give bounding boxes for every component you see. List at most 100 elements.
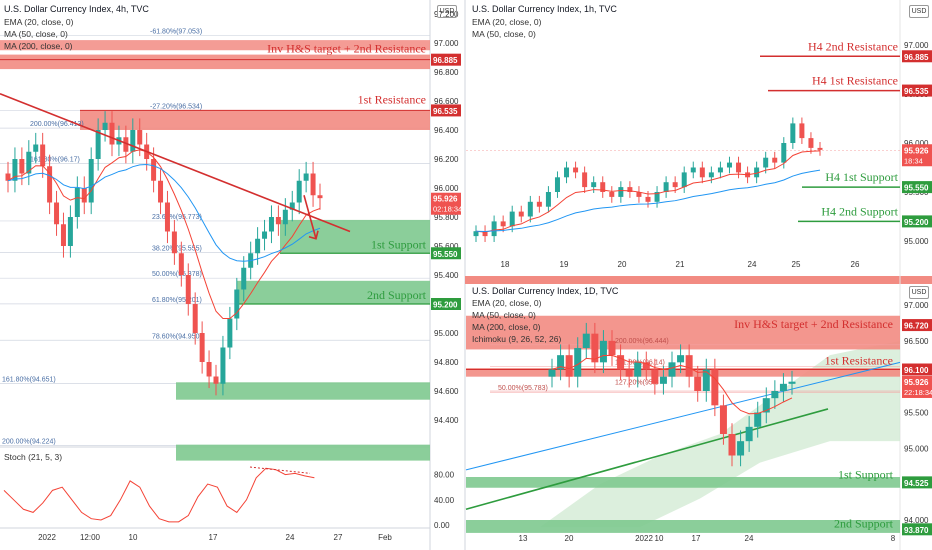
br-uptrend-line — [465, 408, 829, 511]
left-candle-body — [289, 202, 295, 210]
br-last-price: 95.926 — [904, 378, 929, 387]
br-candle-body — [754, 412, 762, 427]
tr-last-price-bg — [902, 144, 932, 167]
br-candle-body — [702, 369, 710, 391]
left-candle-body — [164, 202, 170, 232]
left-2nd-resist-zone — [0, 54, 430, 70]
tr-candle-body — [545, 192, 551, 207]
tr-title: U.S. Dollar Currency Index, 1h, TVC — [472, 4, 617, 14]
left-down-arrow-head — [308, 230, 319, 240]
br-price-tick-1: 96.500 — [904, 337, 929, 346]
left-candle-body — [5, 173, 11, 181]
br-tag-1: 96.100 — [904, 366, 929, 375]
br-price-tick-3: 95.000 — [904, 444, 929, 453]
left-tag-1st-support-bg — [431, 247, 461, 260]
tr-ma50-line — [475, 169, 821, 233]
left-ind-2: MA (200, close, 0) — [4, 41, 73, 51]
br-level-label-2: 1st Support — [838, 467, 894, 481]
usd-badge-left[interactable]: USD — [437, 5, 457, 18]
tr-tag-3-bg — [902, 215, 932, 228]
br-fib-label-0: 200.00%(96.444) — [615, 338, 669, 345]
left-ma50-line — [7, 163, 321, 262]
left-candle-body — [241, 267, 247, 290]
br-2nd-support-zone — [466, 520, 900, 533]
left-candle-body — [220, 347, 226, 384]
br-price-tick-0: 97.000 — [904, 301, 929, 310]
left-candle-body — [206, 362, 212, 377]
br-candle-body — [762, 398, 770, 413]
left-candle-body — [54, 202, 60, 225]
tr-level-label-2: H4 1st Support — [825, 170, 898, 184]
tr-tag-1-bg — [902, 84, 932, 97]
left-candle-body — [282, 209, 288, 225]
tr-candle-body — [609, 192, 615, 197]
tr-candle-body — [817, 147, 823, 150]
br-x-tick-4: 17 — [692, 534, 701, 543]
br-candle-body — [719, 405, 727, 434]
left-candle-body — [109, 122, 115, 145]
left-candle-body — [227, 318, 233, 348]
left-support-zone-3 — [176, 382, 430, 400]
left-candle-body — [137, 130, 143, 145]
tr-candle-body — [518, 211, 524, 217]
br-tag-1-bg — [902, 363, 932, 376]
left-price-tick-9: 95.400 — [434, 271, 459, 280]
br-candle-body — [788, 381, 796, 384]
tr-level-label-1: H4 1st Resistance — [812, 74, 898, 88]
br-last-price-bg — [902, 375, 932, 398]
left-candle-body — [199, 333, 205, 362]
left-fib-label-1: -27.20%(96.534) — [150, 104, 202, 111]
br-price-tick-2: 95.500 — [904, 409, 929, 418]
left-candle-body — [123, 137, 129, 152]
br-candle-body — [711, 369, 719, 406]
usd-badge-br[interactable]: USD — [909, 286, 929, 299]
br-candle-body — [548, 369, 556, 377]
left-candle-body — [74, 188, 80, 217]
tr-candle-body — [790, 123, 796, 143]
br-candle-body — [582, 333, 590, 348]
left-price-tick-2: 96.800 — [434, 68, 459, 77]
tr-candle-body — [636, 192, 642, 197]
left-candle-body — [171, 231, 177, 254]
left-x-tick-5: 27 — [334, 533, 343, 542]
br-title: U.S. Dollar Currency Index, 1D, TVC — [472, 286, 619, 296]
tr-candle-body — [564, 167, 570, 178]
stoch-tick-2: 0.00 — [434, 521, 450, 530]
panel-divider-band — [465, 276, 932, 284]
stoch-tick-0: 80.00 — [434, 471, 455, 480]
left-price-tick-3: 96.600 — [434, 97, 459, 106]
left-tag-1st-support: 95.550 — [433, 250, 458, 259]
tr-ind-0: EMA (20, close, 0) — [472, 17, 542, 27]
tr-candle-body — [699, 167, 705, 178]
usd-badge-tr[interactable]: USD — [909, 5, 929, 18]
left-candle-body — [26, 151, 32, 174]
br-ind-3: Ichimoku (9, 26, 52, 26) — [472, 334, 562, 344]
left-1st-support-zone — [280, 219, 430, 254]
br-ema-line — [551, 354, 793, 415]
br-candle-body — [745, 426, 753, 442]
tr-candle-body — [754, 167, 760, 178]
left-candle-body — [296, 180, 302, 203]
stoch-line — [3, 467, 315, 523]
br-candle-body — [779, 383, 787, 391]
left-fib-label-6: 50.00%(95.378) — [152, 271, 202, 278]
left-candle-body — [262, 231, 268, 239]
br-candle-body — [634, 362, 642, 377]
tr-candle-body — [509, 211, 515, 227]
left-fib-label-5: 38.20%(95.555) — [152, 246, 202, 253]
tr-candle-body — [573, 167, 579, 173]
left-candle-body — [303, 173, 309, 181]
br-countdown: 22:18:34 — [904, 388, 932, 397]
left-price-tick-8: 95.600 — [434, 242, 459, 251]
tr-last-price: 95.926 — [904, 146, 929, 155]
left-ind-1: MA (50, close, 0) — [4, 29, 68, 39]
br-tag-3-bg — [902, 523, 932, 536]
br-candle-body — [668, 362, 676, 377]
left-candle-body — [158, 180, 164, 203]
tr-candle-body — [663, 182, 669, 192]
br-level-label-0: Inv H&S target + 2nd Resistance — [734, 317, 893, 331]
tr-x-tick-3: 21 — [676, 260, 685, 269]
left-level-label-2: 1st Support — [371, 237, 427, 251]
left-candle-body — [268, 217, 274, 232]
br-candle-body — [617, 355, 625, 370]
